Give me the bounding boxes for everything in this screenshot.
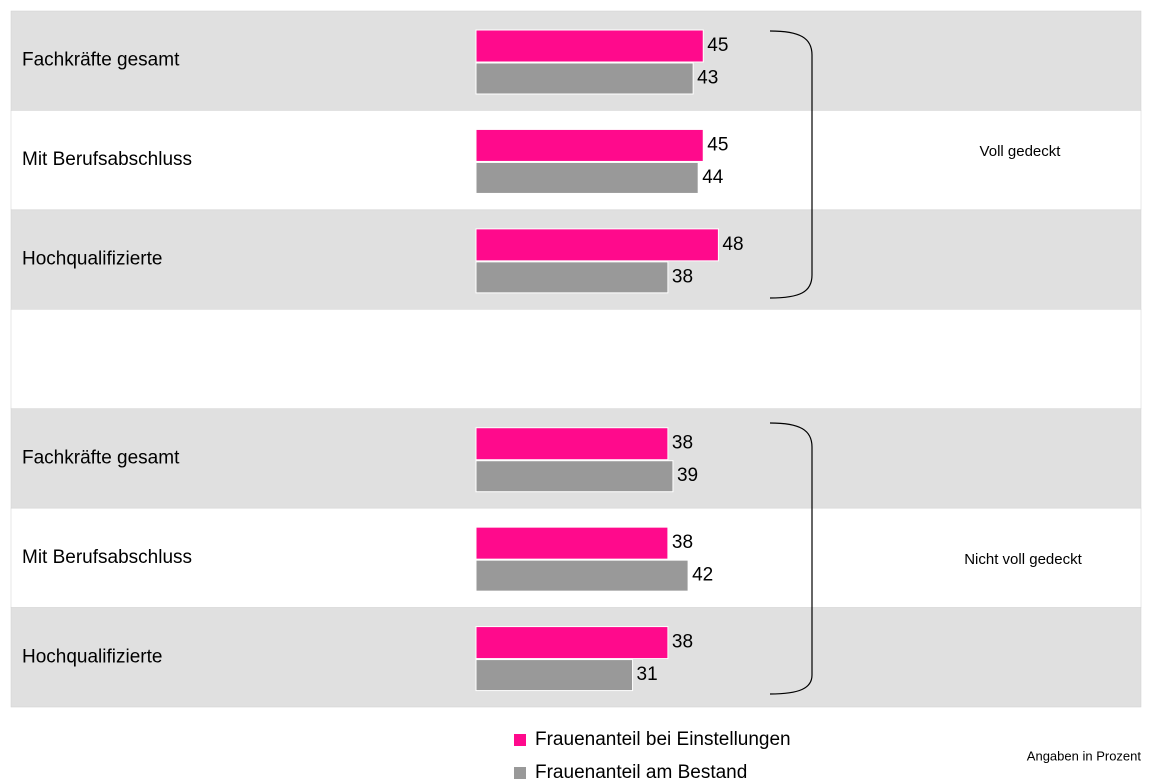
bar — [475, 626, 669, 660]
category-label: Hochqualifizierte — [22, 646, 162, 667]
row-bands — [10, 10, 1142, 708]
group-label: Voll gedeckt — [980, 143, 1062, 160]
bar — [475, 460, 674, 493]
value-label: 45 — [707, 134, 728, 155]
bracket — [769, 422, 813, 695]
value-label: 42 — [692, 565, 713, 586]
group-label: Nicht voll gedeckt — [964, 551, 1082, 568]
value-label: 31 — [637, 664, 658, 685]
legend-swatch — [514, 734, 526, 746]
value-label: 39 — [677, 465, 698, 486]
legend-label: Frauenanteil bei Einstellungen — [535, 729, 791, 750]
bar — [475, 659, 634, 692]
value-label: 48 — [722, 234, 743, 255]
value-label: 38 — [672, 532, 693, 553]
bar — [475, 427, 669, 461]
bar — [475, 29, 704, 63]
category-label: Hochqualifizierte — [22, 249, 162, 270]
bar — [475, 526, 669, 560]
value-label: 38 — [672, 632, 693, 653]
value-label: 45 — [707, 35, 728, 56]
row-band — [10, 309, 1142, 409]
bar — [475, 228, 719, 262]
category-label: Mit Berufsabschluss — [22, 547, 192, 568]
bar — [475, 62, 694, 95]
bar — [475, 128, 704, 162]
category-label: Mit Berufsabschluss — [22, 149, 192, 170]
bracket — [769, 30, 813, 299]
bar — [475, 559, 689, 592]
legend-swatch — [514, 767, 526, 779]
bar — [475, 261, 669, 294]
value-label: 38 — [672, 433, 693, 454]
category-label: Fachkräfte gesamt — [22, 50, 180, 71]
value-label: 38 — [672, 266, 693, 287]
legend-label: Frauenanteil am Bestand — [535, 762, 747, 783]
value-label: 43 — [697, 68, 718, 89]
value-label: 44 — [702, 167, 724, 188]
note: Angaben in Prozent — [1027, 748, 1142, 763]
category-label: Fachkräfte gesamt — [22, 447, 180, 468]
bar — [475, 161, 699, 194]
